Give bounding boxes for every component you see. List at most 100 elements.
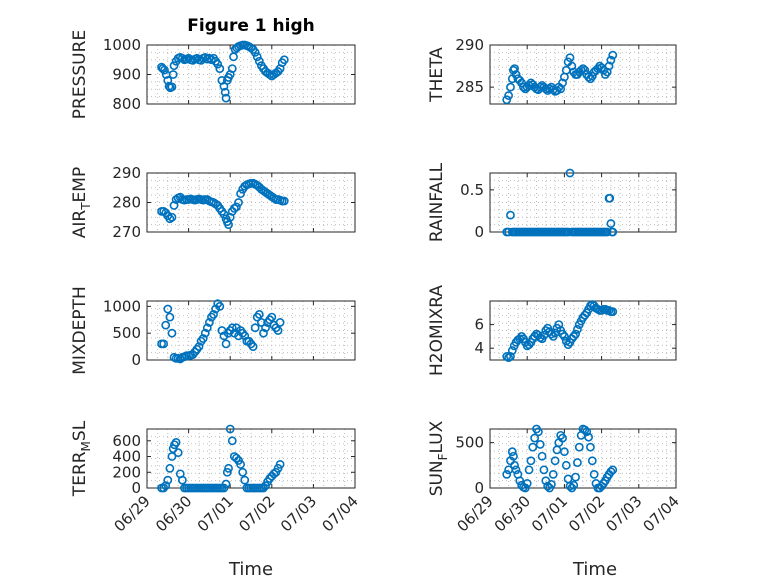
data-point — [279, 55, 289, 65]
data-point — [159, 339, 169, 349]
y-axis-label-text: PRESSURE — [70, 30, 90, 119]
data-point — [528, 442, 538, 452]
y-axis-label: MIXDEPTH — [70, 286, 90, 375]
y-axis-label: THETA — [427, 47, 447, 103]
data-point — [169, 61, 179, 71]
data-point — [204, 318, 214, 327]
y-tick-label: 800 — [112, 95, 141, 113]
data-point — [279, 196, 289, 206]
data-point — [606, 219, 616, 228]
y-tick-label: 280 — [112, 194, 141, 212]
data-point — [582, 427, 592, 437]
data-point — [546, 329, 556, 339]
data-point — [556, 84, 566, 94]
data-point — [520, 483, 530, 493]
data-point — [261, 323, 270, 333]
data-point — [569, 331, 579, 341]
y-axis-label-text: AIR — [70, 210, 90, 239]
data-point — [238, 467, 248, 477]
data-point — [565, 53, 575, 63]
data-point — [511, 465, 521, 475]
data-point — [571, 329, 580, 339]
data-point — [163, 76, 173, 85]
axes-box — [146, 300, 356, 361]
data-point — [165, 312, 175, 322]
y-tick-label: 285 — [455, 78, 484, 96]
y-axis-label: TERRMSL — [70, 420, 93, 497]
data-point — [548, 469, 558, 479]
data-point — [558, 78, 567, 88]
data-point — [202, 323, 212, 333]
data-point — [602, 67, 612, 77]
data-point — [571, 472, 580, 482]
data-point — [558, 329, 567, 339]
data-point — [194, 342, 204, 351]
data-point — [526, 456, 536, 466]
data-point — [160, 65, 169, 75]
data-point — [602, 227, 612, 237]
y-tick-label: 270 — [112, 223, 141, 241]
y-axis-label: RAINFALL — [427, 162, 447, 242]
y-axis-label: H2OMIXRA — [427, 285, 447, 376]
x-tick-label: 07/03 — [602, 492, 645, 535]
y-tick-label: 290 — [455, 36, 484, 54]
data-point — [530, 433, 540, 443]
y-tick-label: 1000 — [103, 36, 141, 54]
data-point — [608, 50, 618, 60]
axes-layer: 800 900 1000 PRESSURE 285 290 THETA 270 280 290 AI… — [70, 30, 683, 536]
data-point — [248, 342, 258, 351]
panel-3: 270 280 290 AIRTEMP — [70, 164, 356, 241]
data-point — [569, 480, 579, 490]
data-point — [502, 469, 512, 479]
data-point — [584, 432, 593, 442]
data-point — [221, 93, 231, 103]
data-point — [605, 193, 615, 203]
axes-box — [489, 44, 677, 105]
data-point — [213, 59, 223, 69]
data-point — [515, 476, 525, 486]
x-tick-label: 07/02 — [235, 492, 278, 535]
y-tick-label: 4 — [474, 339, 484, 357]
panel-2: 285 290 THETA — [427, 36, 677, 105]
data-point — [565, 168, 575, 178]
data-point — [507, 447, 517, 457]
axes-box — [489, 428, 677, 489]
data-point — [608, 227, 618, 237]
data-point — [161, 320, 171, 330]
y-axis-label-subscript: F — [436, 453, 450, 460]
y-axis-label-subscript: M — [79, 441, 93, 451]
data-point — [167, 452, 177, 461]
data-point — [573, 324, 582, 334]
y-axis-label-subscript: T — [79, 202, 93, 211]
x-tick-label: 07/04 — [640, 492, 683, 535]
data-point — [510, 64, 519, 73]
y-tick-label: 400 — [112, 448, 141, 466]
data-point — [161, 481, 171, 491]
y-axis-label-text: SUN — [427, 460, 447, 496]
y-axis-label-text: TERR — [70, 451, 90, 497]
data-point — [560, 447, 569, 457]
data-point — [229, 52, 238, 62]
y-tick-label: 0 — [131, 479, 141, 497]
data-point — [584, 72, 593, 82]
y-axis-label-text: SL — [70, 420, 90, 441]
x-tick-label: 06/30 — [491, 492, 534, 535]
data-point — [506, 210, 515, 220]
y-tick-label: 6 — [474, 316, 484, 334]
data-point — [522, 479, 532, 488]
y-axis-label-text: EMP — [70, 167, 90, 203]
data-point — [554, 320, 564, 329]
data-point — [606, 55, 616, 65]
data-point — [509, 451, 518, 461]
data-point — [173, 448, 183, 457]
data-point — [165, 463, 175, 473]
y-axis-label-text: H2OMIXRA — [427, 285, 447, 376]
data-point — [163, 475, 173, 485]
data-point — [159, 483, 169, 493]
data-point — [535, 82, 545, 92]
data-point — [227, 323, 237, 333]
y-tick-label: 290 — [112, 164, 141, 182]
